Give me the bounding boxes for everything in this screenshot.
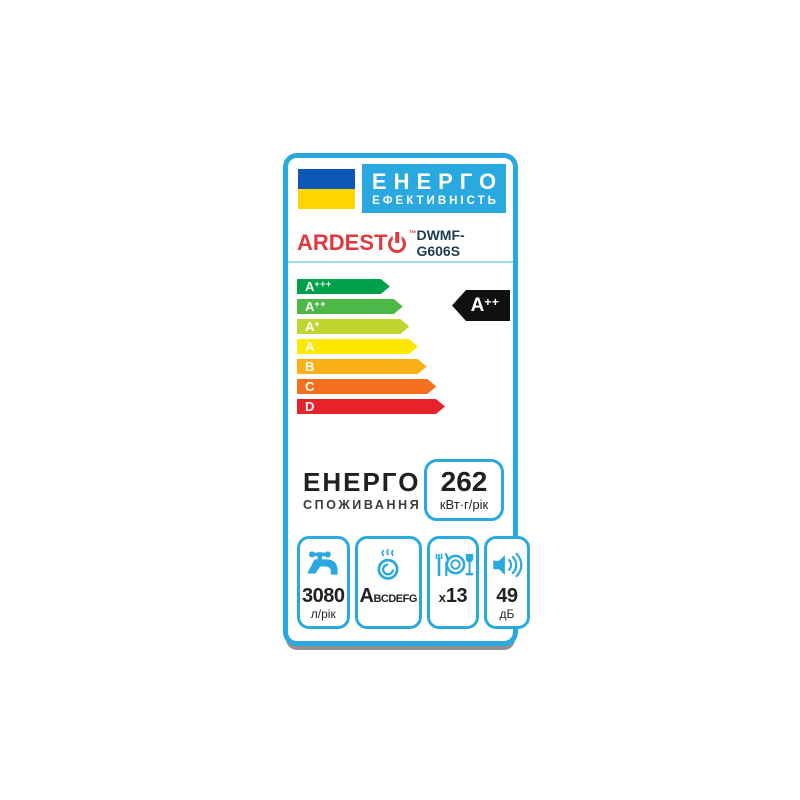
- place-settings-icon: [432, 546, 474, 584]
- rating-arrow-a+: A+: [297, 319, 409, 334]
- energy-efficiency-banner: ЕНЕРГО ЕФЕКТИВНІСТЬ: [362, 164, 506, 213]
- consumption-unit: кВт·г/рік: [439, 497, 489, 512]
- rating-arrow-label: B: [305, 359, 315, 374]
- trademark-symbol: ™: [408, 229, 417, 238]
- noise-value: 49: [496, 585, 518, 607]
- place-settings-prefix: x: [438, 590, 446, 605]
- rating-arrow-label: A+: [305, 319, 321, 334]
- noise-level-icon: [489, 546, 525, 584]
- brand-row: ARDEST ™ DWMF-G606S: [297, 227, 504, 259]
- rating-indicator: A++: [452, 290, 510, 321]
- water-value: 3080: [302, 585, 345, 607]
- rating-arrow-label: A++: [305, 299, 326, 314]
- header-divider: [288, 261, 513, 263]
- banner-title: ЕНЕРГО: [371, 169, 504, 195]
- drying-class-rest: BCDEFG: [373, 593, 417, 605]
- drying-class-box: ABCDEFG: [354, 536, 422, 629]
- water-tap-icon: [305, 546, 341, 584]
- power-symbol-icon: [388, 235, 407, 253]
- brand-name-text: ARDEST: [297, 230, 388, 255]
- place-settings-box: x13: [426, 536, 479, 629]
- brand-logo: ARDEST ™: [297, 230, 416, 256]
- rating-arrow-b: B: [297, 359, 427, 374]
- rating-arrow-label: C: [305, 379, 315, 394]
- ukraine-flag: [298, 168, 355, 209]
- noise-level-box: 49 дБ: [483, 536, 530, 629]
- banner-subtitle: ЕФЕКТИВНІСТЬ: [372, 194, 499, 207]
- label-header: ЕНЕРГО ЕФЕКТИВНІСТЬ: [298, 164, 506, 213]
- consumption-title-line2: СПОЖИВАННЯ: [303, 497, 422, 512]
- drying-class-text: ABCDEFG: [359, 585, 418, 621]
- place-settings-value: 13: [445, 585, 468, 607]
- consumption-title: ЕНЕРГО СПОЖИВАННЯ: [303, 469, 421, 512]
- consumption-title-line1: ЕНЕРГО: [303, 466, 421, 497]
- flag-blue-stripe: [298, 168, 355, 189]
- model-number: DWMF-G606S: [416, 227, 465, 259]
- rating-arrow-d: D: [297, 399, 445, 414]
- rating-arrow-label: A: [305, 339, 315, 354]
- energy-label: ЕНЕРГО ЕФЕКТИВНІСТЬ ARDEST ™ DWMF-G606S A…: [283, 153, 530, 646]
- drying-class-main: A: [359, 585, 374, 607]
- place-settings-text: x13: [438, 585, 468, 621]
- drying-class-icon: [371, 546, 405, 584]
- water-consumption-text: 3080 л/рік: [302, 586, 345, 621]
- metrics-row: 3080 л/рік ABCDEFG: [297, 536, 530, 629]
- rating-arrow-label: A+++: [305, 279, 332, 294]
- consumption-value-box: 262 кВт·г/рік: [424, 459, 504, 521]
- rating-scale: A++ A+++ A++ A+ A B C D: [297, 279, 513, 419]
- noise-level-text: 49 дБ: [496, 585, 518, 621]
- rating-arrow-c: C: [297, 379, 436, 394]
- water-consumption-box: 3080 л/рік: [297, 536, 350, 629]
- water-unit: л/рік: [310, 607, 336, 621]
- rating-arrow-a+++: A+++: [297, 279, 390, 294]
- rating-indicator-label: A++: [470, 295, 500, 316]
- consumption-value: 262: [440, 466, 488, 497]
- rating-arrow-a++: A++: [297, 299, 403, 314]
- noise-unit: дБ: [499, 607, 515, 621]
- rating-arrow-label: D: [305, 399, 315, 414]
- flag-yellow-stripe: [298, 188, 355, 209]
- rating-arrow-a: A: [297, 339, 418, 354]
- consumption-section: ЕНЕРГО СПОЖИВАННЯ 262 кВт·г/рік: [297, 458, 504, 522]
